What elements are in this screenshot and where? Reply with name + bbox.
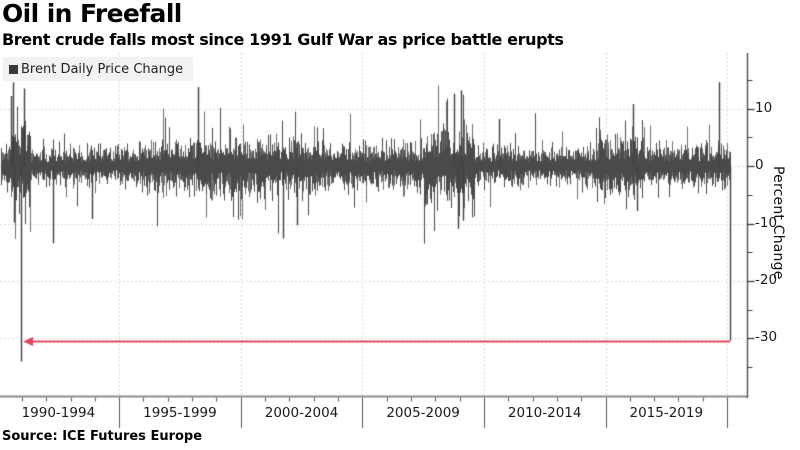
x-period-label: 2010-2014 (507, 405, 582, 421)
x-period-label: 1990-1994 (21, 405, 96, 421)
x-period-label: 2000-2004 (264, 405, 339, 421)
legend: Brent Daily Price Change (3, 57, 194, 81)
x-period-label: 2015-2019 (629, 405, 704, 421)
legend-series-label: Brent Daily Price Change (21, 61, 184, 77)
y-tick-label: -30 (755, 329, 778, 346)
source-note: Source: ICE Futures Europe (2, 429, 203, 444)
y-axis-title: Percent Change (770, 166, 786, 280)
x-period-label: 2005-2009 (386, 405, 460, 421)
y-tick-label: -10 (755, 214, 778, 231)
x-period-label: 1995-1999 (143, 405, 217, 421)
y-tick-label: 10 (755, 99, 773, 116)
y-tick-label: -20 (755, 272, 778, 289)
legend-series-swatch-icon (9, 64, 18, 74)
y-tick-label: 0 (755, 157, 764, 174)
